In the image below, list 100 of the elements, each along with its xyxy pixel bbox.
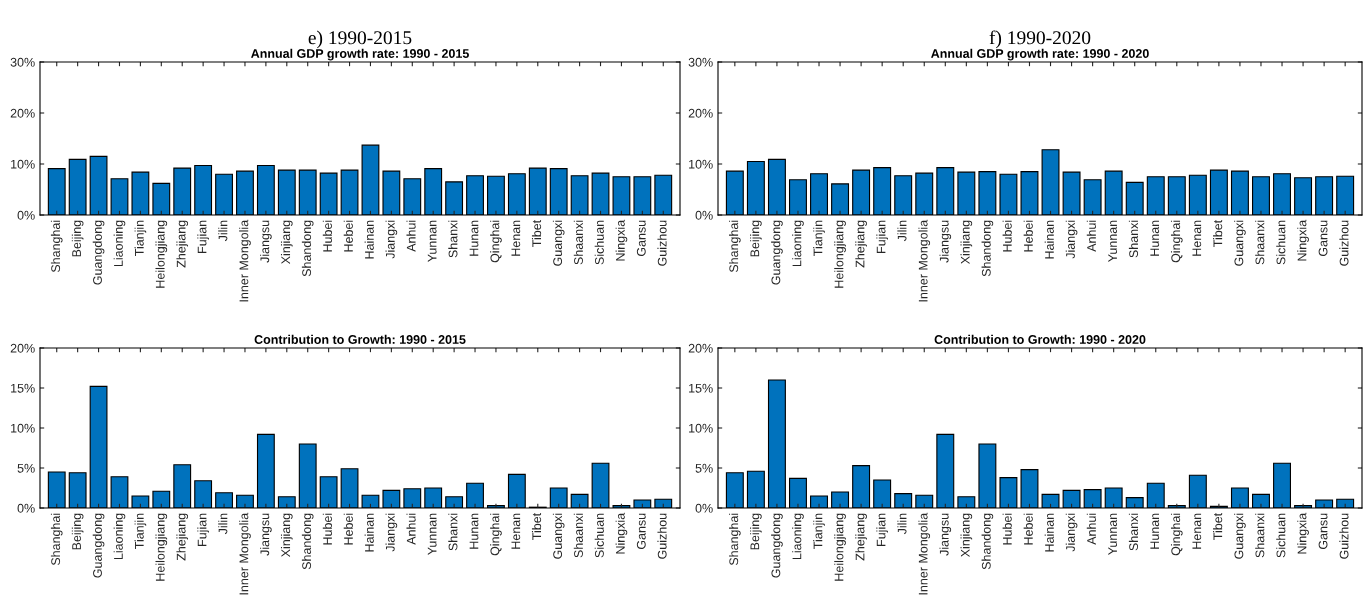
- x-tick-label: Gansu: [636, 513, 646, 550]
- x-tick-label: Jiangsu: [260, 513, 272, 556]
- x-tick-label: Guizhou: [1339, 513, 1349, 559]
- x-tick-label: Guangxi: [552, 220, 565, 266]
- x-tick-label: Sichuan: [594, 513, 604, 558]
- x-tick-label: Inner Mongolia: [918, 512, 931, 595]
- x-tick-label: Henan: [511, 513, 521, 549]
- x-tick-label: Guangdong: [92, 513, 105, 578]
- x-tick-label: Ningxia: [1297, 512, 1309, 554]
- x-tick-label: Yunnan: [427, 220, 437, 262]
- x-tick-label: Tianjin: [134, 513, 147, 549]
- x-tick-label: Liaoning: [113, 220, 126, 267]
- x-tick-label: Hebei: [1023, 220, 1033, 252]
- x-tick-label: Shandong: [981, 220, 994, 277]
- x-tick-label: Yunnan: [1108, 220, 1118, 262]
- x-tick-label: Gansu: [636, 220, 646, 257]
- x-tick-label: Jilin: [897, 220, 907, 242]
- x-tick-label: Ningxia: [1297, 219, 1309, 261]
- x-tick-label: Shanxi: [448, 220, 458, 258]
- x-tick-label: Guangxi: [1234, 220, 1246, 266]
- x-tick-label: Hebei: [1023, 513, 1033, 545]
- x-tick-label: Tibet: [531, 512, 542, 540]
- x-tick-label: Jilin: [218, 220, 228, 242]
- x-tick-label: Xinjiang: [960, 220, 973, 265]
- x-tick-label: Heilongjiang: [155, 220, 168, 288]
- x-tick-label: Shanghai: [729, 220, 741, 273]
- y-tick-label: 20%: [688, 343, 713, 353]
- x-tick-label: Guangdong: [771, 513, 783, 578]
- x-tick-label: Fujian: [197, 513, 209, 546]
- x-tick-label: Zhejiang: [855, 220, 867, 268]
- x-tick-label: Jiangxi: [1065, 513, 1078, 552]
- y-tick-label: 20%: [688, 108, 713, 118]
- x-tick-label: Guangxi: [552, 513, 565, 559]
- x-tick-label: Tibet: [531, 219, 542, 247]
- y-tick-label: 10%: [689, 159, 713, 169]
- x-tick-label: Yunnan: [1108, 513, 1118, 555]
- x-tick-label: Inner Mongolia: [239, 512, 251, 595]
- x-tick-label: Tianjin: [813, 513, 825, 549]
- x-tick-label: Beijing: [750, 220, 762, 257]
- x-tick-label: Hunan: [469, 220, 479, 256]
- x-tick-label: Hainan: [1044, 220, 1054, 259]
- x-tick-label: Fujian: [876, 220, 888, 253]
- x-tick-label: Shanghai: [50, 220, 63, 273]
- x-tick-label: Hainan: [364, 513, 374, 552]
- x-tick-label: Jiangxi: [385, 220, 398, 259]
- x-tick-label: Guizhou: [1339, 220, 1349, 266]
- y-tick-label: 20%: [10, 108, 35, 118]
- y-tick-label: 0%: [695, 210, 713, 220]
- x-tick-label: Qinghai: [490, 220, 502, 263]
- x-tick-label: Jiangxi: [1065, 220, 1078, 259]
- text: e) 1990-2015: [308, 30, 412, 49]
- x-tick-label: Guizhou: [657, 220, 667, 266]
- x-tick-label: Sichuan: [594, 220, 604, 265]
- y-tick-label: 0%: [17, 503, 35, 513]
- x-tick-label: Heilongjiang: [834, 513, 846, 581]
- x-tick-label: Guangdong: [771, 220, 783, 285]
- x-tick-label: Xinjiang: [280, 513, 293, 558]
- x-tick-label: Hubei: [322, 220, 332, 252]
- chart-title: Annual GDP growth rate: 1990 - 2020: [931, 48, 1149, 61]
- x-tick-label: Guizhou: [657, 513, 667, 559]
- x-tick-label: Sichuan: [1276, 513, 1286, 558]
- x-tick-label: Jiangsu: [939, 220, 952, 263]
- x-tick-label: Anhui: [1086, 220, 1096, 252]
- x-tick-label: Inner Mongolia: [239, 219, 251, 302]
- x-tick-label: Shanxi: [448, 513, 458, 551]
- y-tick-label: 15%: [11, 383, 35, 393]
- x-tick-label: Tibet: [1213, 219, 1223, 247]
- text: f) 1990-2020: [989, 30, 1091, 49]
- x-tick-label: Jiangsu: [939, 513, 952, 556]
- x-tick-label: Liaoning: [113, 513, 126, 560]
- x-tick-label: Anhui: [1086, 513, 1096, 545]
- y-tick-label: 0%: [695, 503, 713, 513]
- x-tick-label: Tibet: [1213, 512, 1223, 540]
- x-tick-label: Gansu: [1318, 513, 1328, 550]
- x-tick-label: Henan: [1192, 220, 1202, 256]
- x-tick-label: Shanxi: [1128, 513, 1139, 551]
- x-tick-label: Xinjiang: [960, 513, 973, 558]
- x-tick-label: Anhui: [406, 220, 416, 252]
- chart-title: Contribution to Growth: 1990 - 2015: [254, 334, 466, 344]
- x-tick-label: Henan: [1192, 513, 1202, 549]
- x-tick-label: Liaoning: [792, 220, 804, 267]
- x-tick-label: Shaanxi: [573, 220, 583, 265]
- x-tick-label: Heilongjiang: [834, 220, 846, 288]
- x-tick-label: Gansu: [1318, 220, 1328, 257]
- x-tick-label: Qinghai: [1170, 513, 1183, 556]
- y-tick-label: 10%: [689, 423, 713, 433]
- x-tick-label: Shanxi: [1128, 220, 1139, 258]
- x-tick-label: Shandong: [301, 220, 314, 277]
- y-tick-label: 30%: [688, 57, 713, 67]
- x-tick-label: Hunan: [1150, 513, 1160, 549]
- chart-title: Contribution to Growth: 1990 - 2020: [934, 334, 1146, 344]
- x-tick-label: Jilin: [218, 513, 228, 535]
- x-tick-label: Shaanxi: [1255, 513, 1265, 558]
- x-tick-label: Xinjiang: [280, 220, 293, 265]
- x-tick-label: Beijing: [71, 513, 84, 550]
- x-tick-label: Zhejiang: [855, 513, 867, 561]
- x-tick-label: Zhejiang: [176, 513, 189, 561]
- x-tick-label: Hunan: [469, 513, 479, 549]
- x-tick-label: Beijing: [750, 513, 762, 550]
- x-tick-label: Hunan: [1150, 220, 1160, 256]
